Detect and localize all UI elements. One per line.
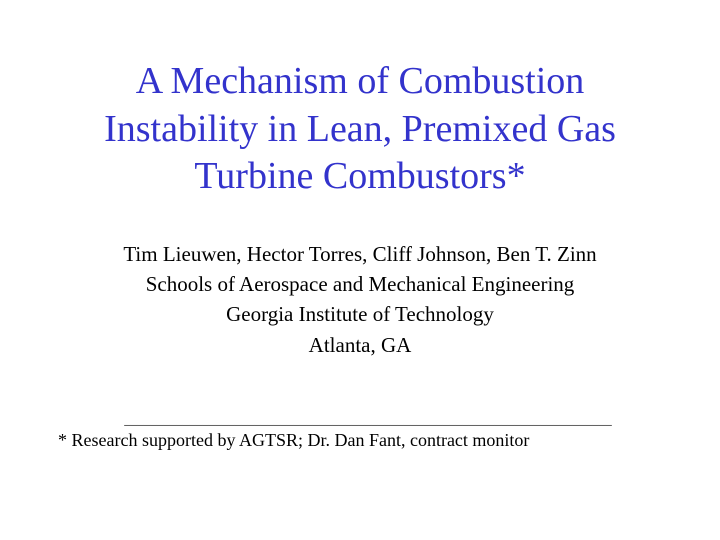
slide-title: A Mechanism of Combustion Instability in… [40, 58, 680, 201]
slide-container: A Mechanism of Combustion Instability in… [0, 0, 720, 540]
authors-block: Tim Lieuwen, Hector Torres, Cliff Johnso… [40, 239, 680, 361]
location-line: Atlanta, GA [40, 330, 680, 360]
affiliation-line: Schools of Aerospace and Mechanical Engi… [40, 269, 680, 299]
authors-line: Tim Lieuwen, Hector Torres, Cliff Johnso… [40, 239, 680, 269]
divider-line: ________________________________________… [48, 412, 688, 428]
institution-line: Georgia Institute of Technology [40, 299, 680, 329]
footer-block: ________________________________________… [40, 412, 680, 451]
footnote-text: * Research supported by AGTSR; Dr. Dan F… [48, 430, 672, 451]
